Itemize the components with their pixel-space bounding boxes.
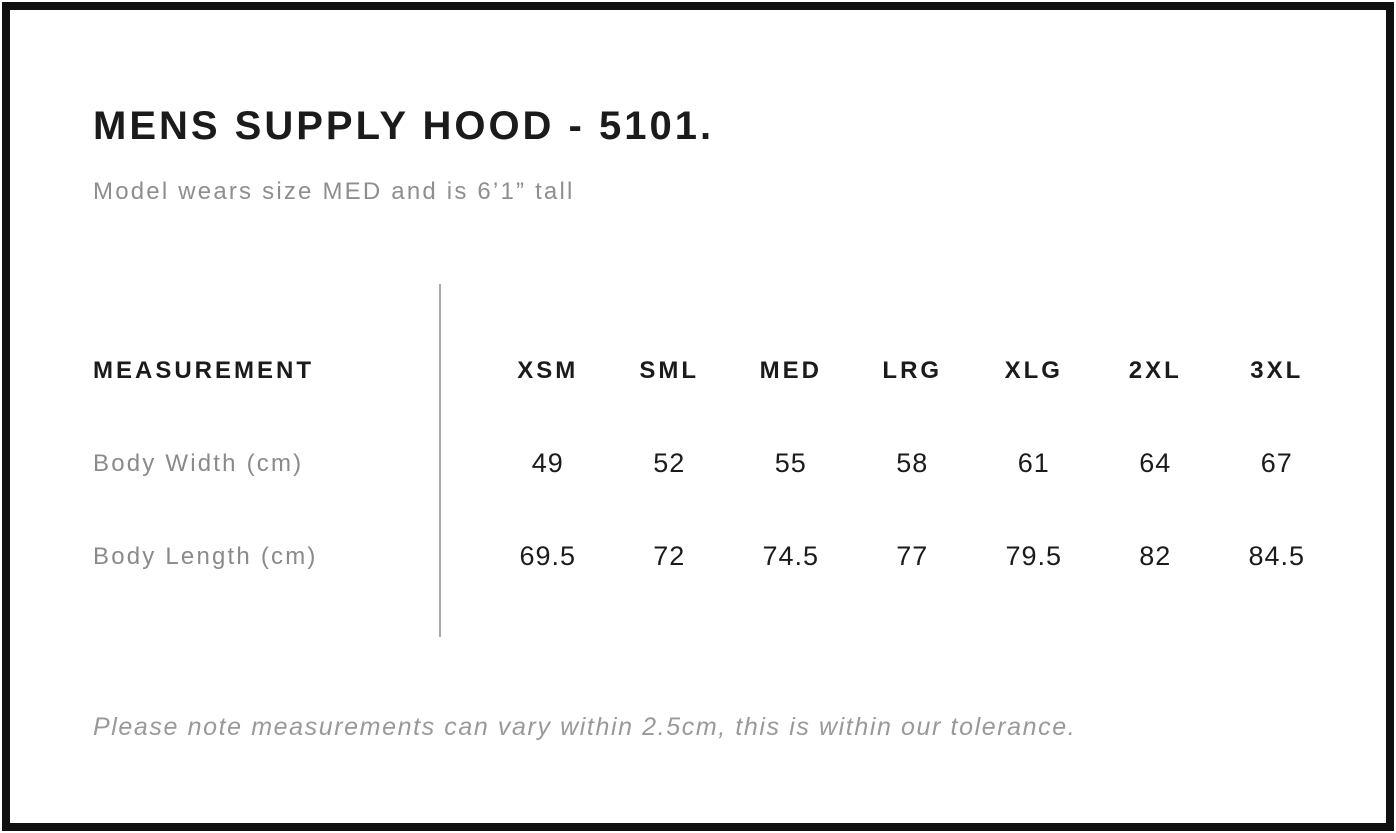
table-header-row: MEASUREMENT XSM SML MED LRG XLG 2XL 3XL [93,324,1338,417]
body-length-2xl: 82 [1139,541,1172,571]
model-info-subtitle: Model wears size MED and is 6’1” tall [93,178,575,205]
body-width-xsm: 49 [531,448,564,478]
tolerance-note: Please note measurements can vary within… [93,713,1077,741]
body-width-sml: 52 [653,448,686,478]
table-row-body-length: Body Length (cm) 69.5 72 74.5 77 79.5 82… [93,510,1338,603]
body-length-3xl: 84.5 [1248,541,1306,571]
column-header-xsm: XSM [517,356,579,384]
row-label-body-width: Body Width (cm) [93,449,304,477]
row-label-body-length: Body Length (cm) [93,542,318,570]
column-header-measurement: MEASUREMENT [93,356,315,384]
column-header-med: MED [759,356,822,384]
body-width-lrg: 58 [896,448,929,478]
body-length-xlg: 79.5 [1005,541,1063,571]
body-length-xsm: 69.5 [519,541,577,571]
table-row-body-width: Body Width (cm) 49 52 55 58 61 64 67 [93,417,1338,510]
column-header-lrg: LRG [882,356,943,384]
body-length-sml: 72 [653,541,686,571]
body-width-3xl: 67 [1260,448,1293,478]
column-header-xlg: XLG [1004,356,1063,384]
size-chart-table: MEASUREMENT XSM SML MED LRG XLG 2XL 3XL … [93,324,1338,603]
column-header-2xl: 2XL [1128,356,1182,384]
body-width-med: 55 [774,448,807,478]
body-length-lrg: 77 [896,541,929,571]
body-width-xlg: 61 [1017,448,1050,478]
table-vertical-divider [439,284,441,637]
column-header-3xl: 3XL [1250,356,1304,384]
body-length-med: 74.5 [762,541,820,571]
column-header-sml: SML [639,356,700,384]
body-width-2xl: 64 [1139,448,1172,478]
page-title: MENS SUPPLY HOOD - 5101. [93,104,715,148]
